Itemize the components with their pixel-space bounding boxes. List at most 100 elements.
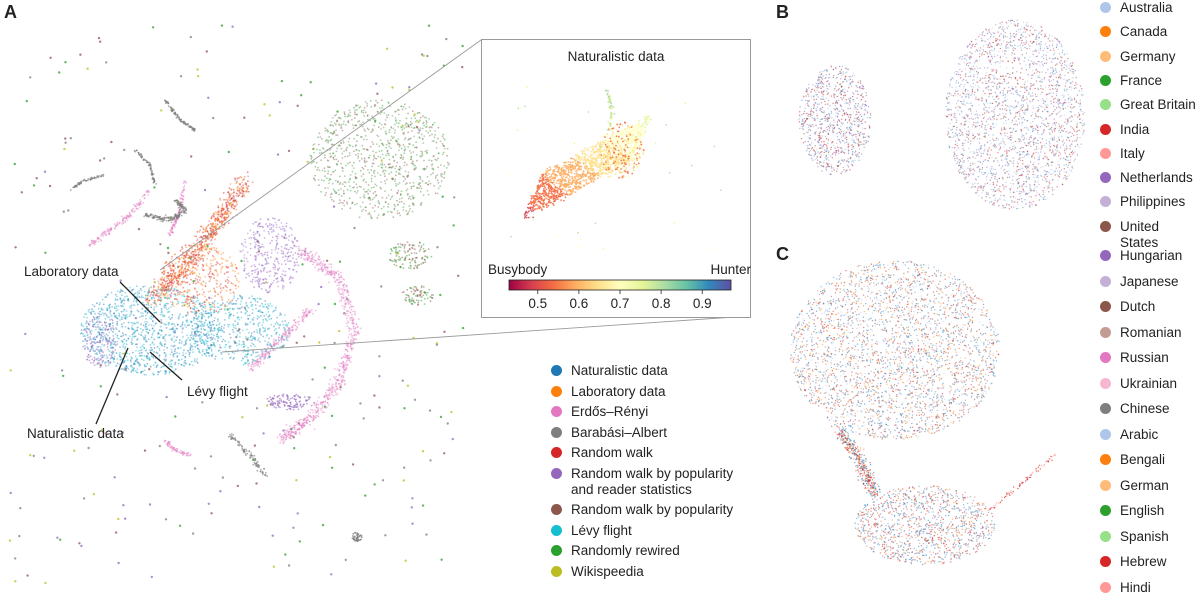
naturalistic-levy-point — [222, 329, 224, 332]
naturalistic-levy-point — [145, 325, 147, 328]
randomly-rewired-point — [420, 150, 422, 153]
background-point — [113, 476, 116, 479]
rw-popularity-stats-point — [272, 225, 275, 228]
naturalistic-levy-point — [173, 370, 175, 372]
naturalistic-levy-point — [254, 336, 256, 339]
randomly-rewired-point — [353, 124, 356, 127]
rw-popularity-stats-point — [271, 239, 273, 242]
laboratory-point — [220, 220, 223, 222]
randomly-rewired-point — [342, 140, 345, 142]
randomly-rewired-point — [324, 175, 326, 178]
laboratory-point — [216, 232, 219, 235]
randomly-rewired-point — [402, 105, 405, 108]
randomly-rewired-point — [320, 159, 322, 162]
rw-popularity-stats-point — [107, 362, 110, 364]
background-point — [450, 410, 453, 414]
randomly-rewired-point — [405, 296, 408, 299]
randomly-rewired-point — [384, 190, 386, 193]
randomly-rewired-point — [324, 194, 327, 197]
randomly-rewired-point — [372, 129, 374, 132]
randomly-rewired-point — [411, 203, 414, 206]
background-point — [178, 524, 182, 527]
randomly-rewired-point — [421, 257, 424, 259]
naturalistic-levy-point — [212, 323, 215, 326]
laboratory-point — [194, 303, 197, 306]
naturalistic-levy-point — [131, 328, 133, 331]
randomly-rewired-point — [335, 191, 338, 194]
naturalistic-levy-point — [258, 321, 261, 324]
randomly-rewired-point — [412, 164, 415, 166]
rw-popularity-stats-point — [286, 402, 288, 405]
naturalistic-levy-point — [223, 305, 226, 308]
randomly-rewired-point — [343, 175, 346, 178]
naturalistic-levy-point — [125, 364, 128, 367]
laboratory-point — [208, 272, 211, 274]
naturalistic-levy-point — [194, 296, 197, 298]
randomly-rewired-point — [317, 143, 320, 146]
laboratory-point — [195, 282, 197, 285]
naturalistic-levy-point — [230, 313, 233, 316]
naturalistic-levy-point — [228, 345, 231, 348]
naturalistic-levy-point — [111, 352, 114, 355]
randomly-rewired-point — [366, 115, 369, 117]
naturalistic-levy-point — [253, 337, 255, 340]
naturalistic-levy-point — [193, 330, 196, 333]
naturalistic-levy-point — [109, 312, 112, 315]
randomly-rewired-point — [420, 290, 423, 292]
randomly-rewired-point — [426, 165, 428, 168]
naturalistic-levy-point — [213, 309, 216, 312]
rw-popularity-stats-point — [275, 235, 277, 238]
naturalistic-levy-point — [158, 354, 161, 357]
naturalistic-levy-point — [116, 358, 119, 360]
naturalistic-levy-point — [211, 305, 214, 308]
randomly-rewired-point — [442, 151, 445, 154]
rw-popularity-stats-point — [89, 337, 92, 340]
randomly-rewired-point — [399, 257, 402, 260]
laboratory-point — [195, 274, 198, 277]
rw-popularity-stats-point — [98, 341, 101, 344]
rw-popularity-stats-point — [292, 277, 294, 279]
randomly-rewired-point — [363, 160, 366, 163]
background-point — [378, 375, 381, 378]
naturalistic-levy-point — [264, 317, 267, 320]
background-point — [401, 124, 404, 128]
naturalistic-levy-point — [194, 327, 197, 329]
naturalistic-levy-point — [196, 320, 199, 323]
naturalistic-levy-point — [171, 301, 174, 304]
laboratory-point — [235, 208, 238, 211]
laboratory-point — [196, 253, 199, 256]
randomly-rewired-point — [336, 163, 338, 166]
naturalistic-levy-point — [149, 365, 152, 368]
randomly-rewired-point — [439, 185, 442, 188]
naturalistic-levy-point — [274, 339, 277, 342]
randomly-rewired-point — [406, 182, 408, 185]
rw-popularity-stats-point — [277, 248, 280, 250]
laboratory-point — [170, 286, 173, 288]
naturalistic-levy-point — [268, 337, 271, 340]
randomly-rewired-point — [381, 153, 384, 156]
background-point — [164, 518, 168, 521]
laboratory-point — [202, 247, 205, 249]
randomly-rewired-point — [424, 298, 426, 300]
rw-popularity-stats-point — [101, 356, 103, 359]
naturalistic-levy-point — [116, 322, 118, 325]
background-point — [220, 24, 224, 27]
rw-popularity-stats-point — [100, 337, 102, 339]
randomly-rewired-point — [331, 143, 334, 146]
naturalistic-levy-point — [171, 351, 173, 353]
rw-popularity-stats-point — [279, 228, 282, 231]
rw-popularity-stats-point — [112, 335, 115, 337]
laboratory-point — [178, 277, 181, 280]
erdos-renyi-point — [304, 248, 307, 251]
laboratory-point — [240, 185, 243, 188]
background-point — [296, 104, 299, 108]
randomly-rewired-point — [437, 166, 439, 169]
naturalistic-levy-point — [183, 349, 185, 352]
rw-popularity-stats-point — [84, 347, 86, 349]
laboratory-point — [152, 301, 155, 304]
naturalistic-levy-point — [101, 354, 104, 357]
naturalistic-levy-point — [99, 355, 102, 357]
naturalistic-levy-point — [163, 322, 166, 325]
naturalistic-levy-point — [129, 313, 132, 316]
randomly-rewired-point — [401, 126, 403, 129]
